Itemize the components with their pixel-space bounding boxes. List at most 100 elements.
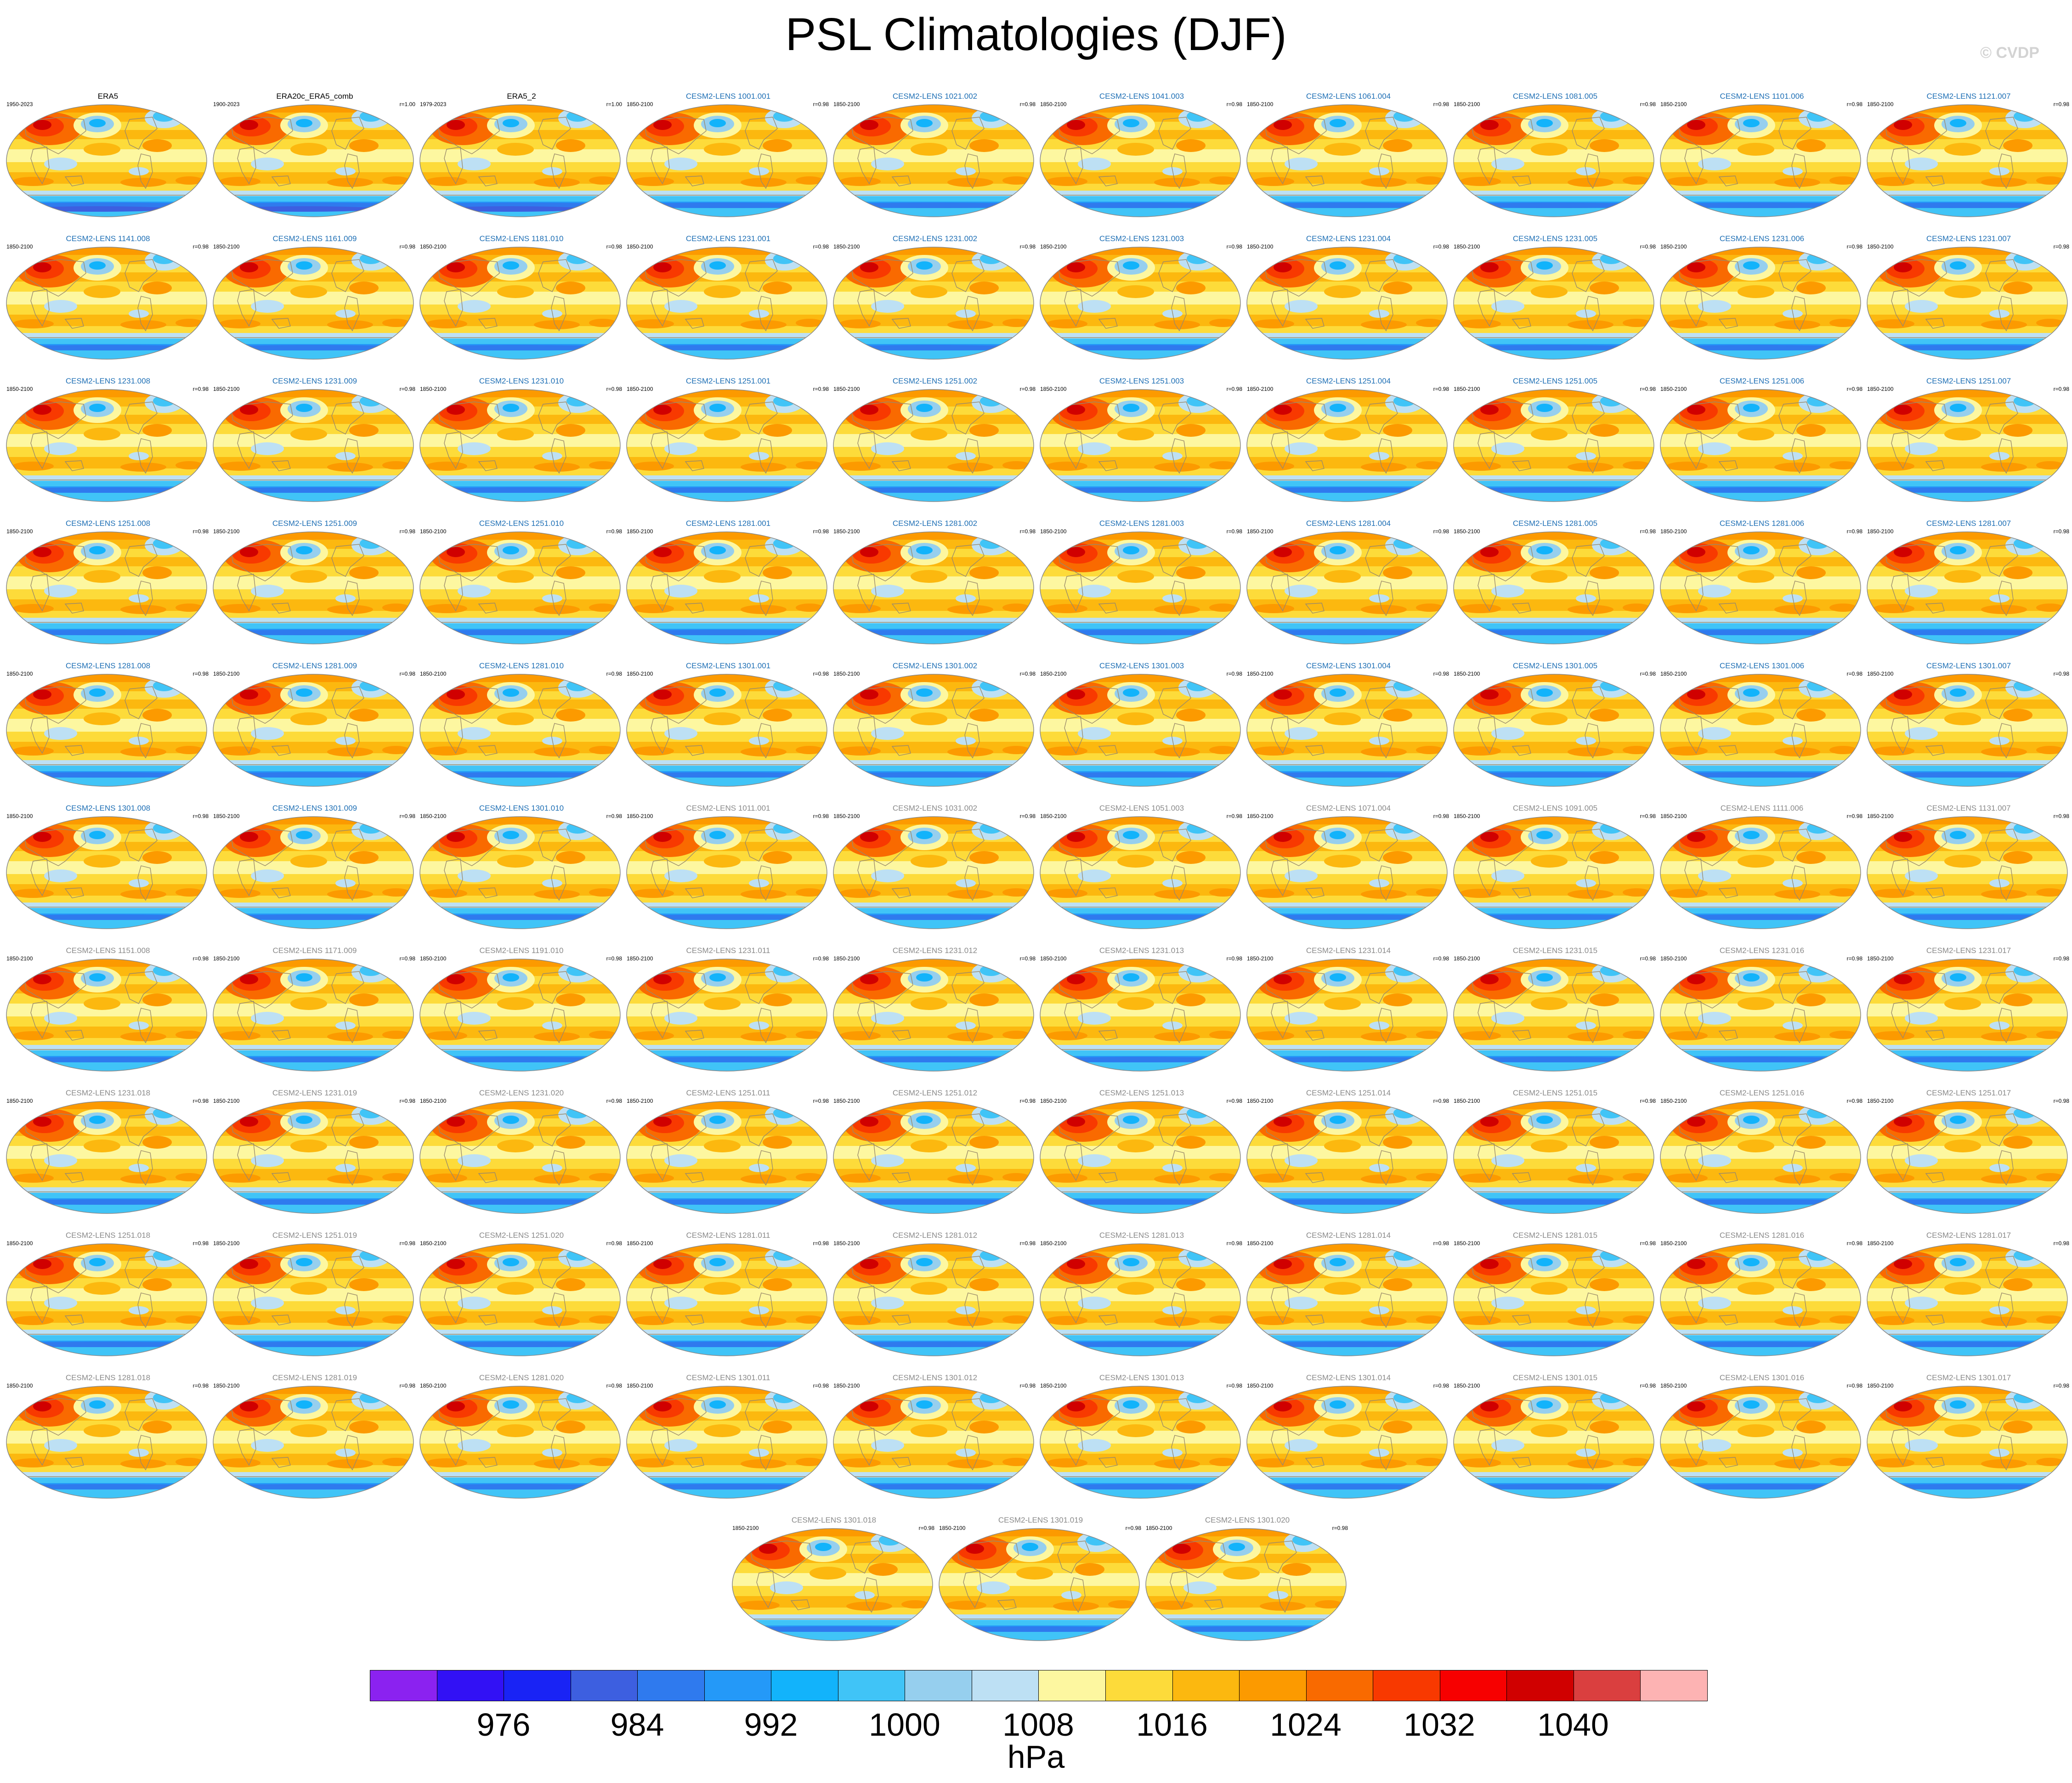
coastline [1985, 1256, 2018, 1289]
panel-title: CESM2-LENS 1281.001 [685, 519, 771, 528]
panel-correlation: r=0.98 [1846, 1382, 1863, 1389]
coastline [1677, 686, 1740, 724]
coastline [951, 1398, 985, 1431]
panel-years: 1850-2100 [420, 955, 447, 962]
coastline [758, 1435, 773, 1471]
panel-title: CESM2-LENS 1281.010 [479, 661, 564, 670]
panel-title: CESM2-LENS 1281.017 [1926, 1231, 2011, 1240]
coastline [1478, 716, 1497, 754]
psl-map [939, 1528, 1140, 1641]
coastline [30, 574, 50, 612]
coastline [1791, 1150, 1807, 1186]
coastline [1585, 438, 1600, 474]
panel-correlation: r=0.98 [2053, 528, 2069, 535]
panel-years: 1850-2100 [420, 243, 447, 250]
psl-map [419, 674, 621, 787]
coastline [271, 1315, 291, 1326]
panel-correlation: r=0.98 [606, 955, 622, 962]
coastline [1264, 544, 1327, 581]
psl-map [1867, 1101, 2068, 1214]
psl-map [6, 1386, 207, 1499]
map-panel: CESM2-LENS 1011.001 1850-2100 r=0.98 [625, 804, 832, 942]
coastline [857, 1143, 877, 1181]
map-panel: CESM2-LENS 1281.009 1850-2100 r=0.98 [211, 661, 418, 799]
coastline [538, 544, 571, 577]
map-panel: CESM2-LENS 1231.020 1850-2100 r=0.98 [418, 1089, 625, 1226]
coastline [951, 1256, 985, 1289]
coastline [1204, 1599, 1223, 1610]
coastline [891, 887, 911, 898]
panel-correlation: r=0.98 [1846, 528, 1863, 535]
coastline [685, 887, 704, 898]
panel-years: 1850-2100 [833, 528, 860, 535]
coastline [1271, 289, 1290, 327]
coastline [1512, 1315, 1531, 1326]
coastline [331, 544, 364, 577]
coastline [1064, 574, 1083, 612]
coastline [891, 1172, 911, 1183]
map-panel: CESM2-LENS 1251.007 1850-2100 r=0.98 [1865, 377, 2072, 514]
coastline [745, 829, 778, 862]
coastline [331, 1398, 364, 1431]
panel-title: CESM2-LENS 1231.012 [892, 946, 978, 955]
coastline [23, 259, 86, 297]
coastline [1891, 289, 1910, 327]
colorbar-swatch [1106, 1670, 1173, 1701]
colorbar-swatch [1240, 1670, 1307, 1701]
coastline [1378, 153, 1393, 189]
panel-title: CESM2-LENS 1281.012 [892, 1231, 978, 1240]
coastline [1677, 401, 1740, 439]
coastline [1718, 745, 1738, 756]
coastline [1684, 1001, 1704, 1039]
panel-years: 1850-2100 [420, 671, 447, 677]
coastline [1064, 858, 1083, 897]
panel-correlation: r=0.98 [1433, 1240, 1449, 1247]
map-panel: CESM2-LENS 1231.006 1850-2100 r=0.98 [1659, 234, 1865, 372]
coastline [1064, 147, 1083, 185]
coastline [1098, 318, 1118, 329]
map-panel: CESM2-LENS 1281.004 1850-2100 r=0.98 [1245, 519, 1452, 657]
panel-title: CESM2-LENS 1061.004 [1306, 92, 1391, 101]
coastline [891, 1315, 911, 1326]
panel-correlation: r=0.98 [606, 1098, 622, 1104]
panel-title: CESM2-LENS 1151.008 [66, 946, 150, 955]
coastline [1271, 858, 1290, 897]
map-panel: CESM2-LENS 1281.014 1850-2100 r=0.98 [1245, 1231, 1452, 1369]
coastline [951, 544, 985, 577]
panel-correlation: r=0.98 [606, 528, 622, 535]
panel-title: CESM2-LENS 1251.014 [1306, 1089, 1391, 1097]
panel-correlation: r=0.98 [1846, 671, 1863, 677]
coastline [857, 289, 877, 327]
psl-map [1246, 247, 1448, 360]
map-panel: CESM2-LENS 1251.002 1850-2100 r=0.98 [832, 377, 1038, 514]
map-panel: CESM2-LENS 1301.013 1850-2100 r=0.98 [1038, 1373, 1245, 1511]
coastline [850, 1113, 913, 1151]
colorbar-tick-label: 1040 [1537, 1707, 1609, 1743]
coastline [538, 117, 571, 150]
coastline [1057, 1398, 1120, 1436]
map-panel: CESM2-LENS 1281.011 1850-2100 r=0.98 [625, 1231, 832, 1369]
panel-correlation: r=0.98 [1433, 243, 1449, 250]
psl-map [833, 247, 1034, 360]
panel-title: CESM2-LENS 1281.009 [272, 661, 357, 670]
panel-years: 1850-2100 [1867, 386, 1894, 392]
coastline [1305, 1030, 1325, 1041]
coastline [651, 574, 670, 612]
coastline [1791, 1008, 1807, 1044]
panel-title: CESM2-LENS 1231.017 [1926, 946, 2011, 955]
panel-title: ERA20c_ERA5_comb [276, 92, 353, 101]
panel-correlation: r=0.98 [1433, 813, 1449, 819]
psl-map [213, 531, 414, 644]
coastline [1064, 1286, 1083, 1324]
coastline [1057, 1256, 1120, 1293]
panel-correlation: r=0.98 [606, 243, 622, 250]
coastline [1305, 175, 1325, 186]
psl-map [732, 1528, 933, 1641]
map-panel: CESM2-LENS 1301.004 1850-2100 r=0.98 [1245, 661, 1452, 799]
map-panel: CESM2-LENS 1121.007 1850-2100 r=0.98 [1865, 92, 2072, 230]
panel-title: CESM2-LENS 1251.020 [479, 1231, 564, 1240]
panel-years: 1850-2100 [1660, 1382, 1687, 1389]
coastline [891, 318, 911, 329]
panel-correlation: r=0.98 [192, 813, 209, 819]
coastline [1271, 1286, 1290, 1324]
